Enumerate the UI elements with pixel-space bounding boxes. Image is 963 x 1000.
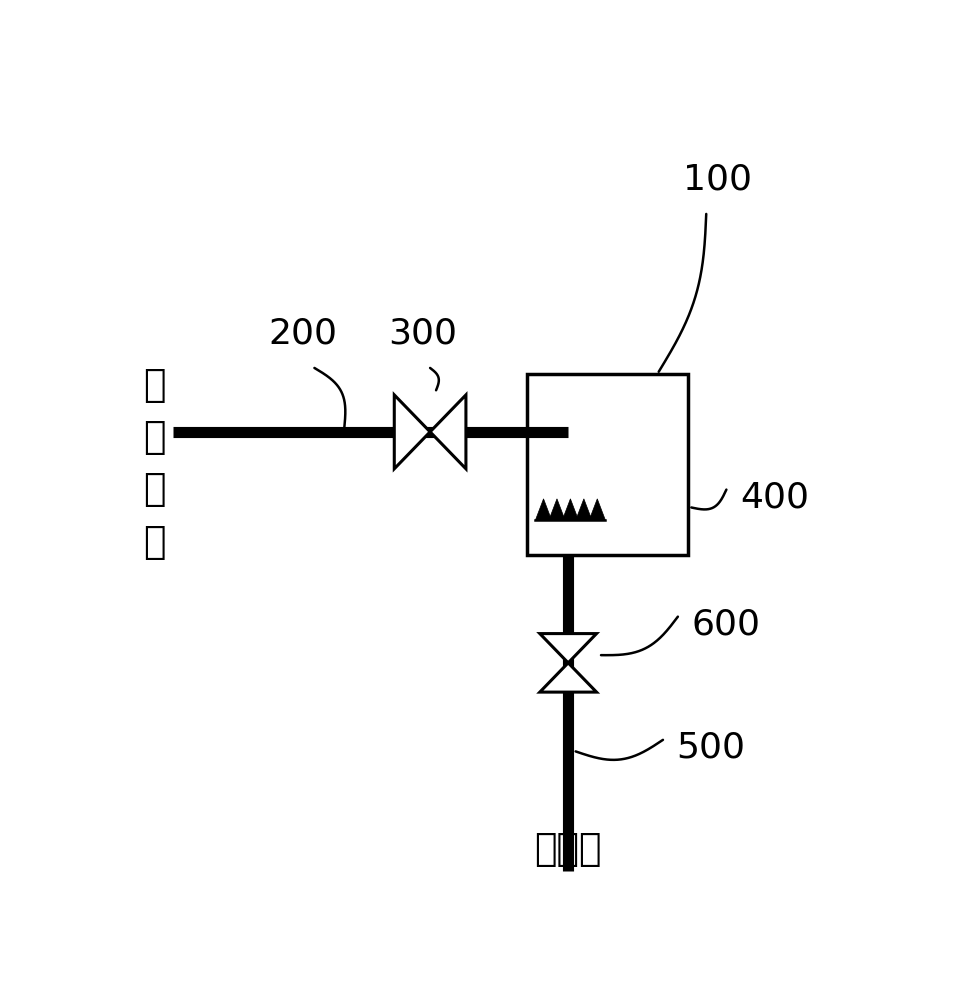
- Bar: [527, 374, 688, 555]
- Polygon shape: [540, 663, 596, 692]
- Polygon shape: [535, 499, 552, 520]
- Text: 300: 300: [388, 317, 457, 351]
- Text: 气: 气: [143, 525, 166, 561]
- Text: 600: 600: [691, 607, 761, 641]
- Text: 500: 500: [676, 731, 745, 765]
- Text: 400: 400: [740, 480, 809, 514]
- Text: 除盐水: 除盐水: [534, 832, 602, 868]
- Text: 100: 100: [683, 163, 752, 197]
- Polygon shape: [430, 395, 466, 469]
- Polygon shape: [562, 499, 579, 520]
- Text: 200: 200: [269, 317, 338, 351]
- Polygon shape: [549, 499, 565, 520]
- Text: 缩: 缩: [143, 420, 166, 456]
- Text: 压: 压: [143, 368, 166, 404]
- Text: 空: 空: [143, 472, 166, 508]
- Polygon shape: [576, 499, 592, 520]
- Polygon shape: [589, 499, 606, 520]
- Polygon shape: [540, 634, 596, 663]
- Polygon shape: [394, 395, 430, 469]
